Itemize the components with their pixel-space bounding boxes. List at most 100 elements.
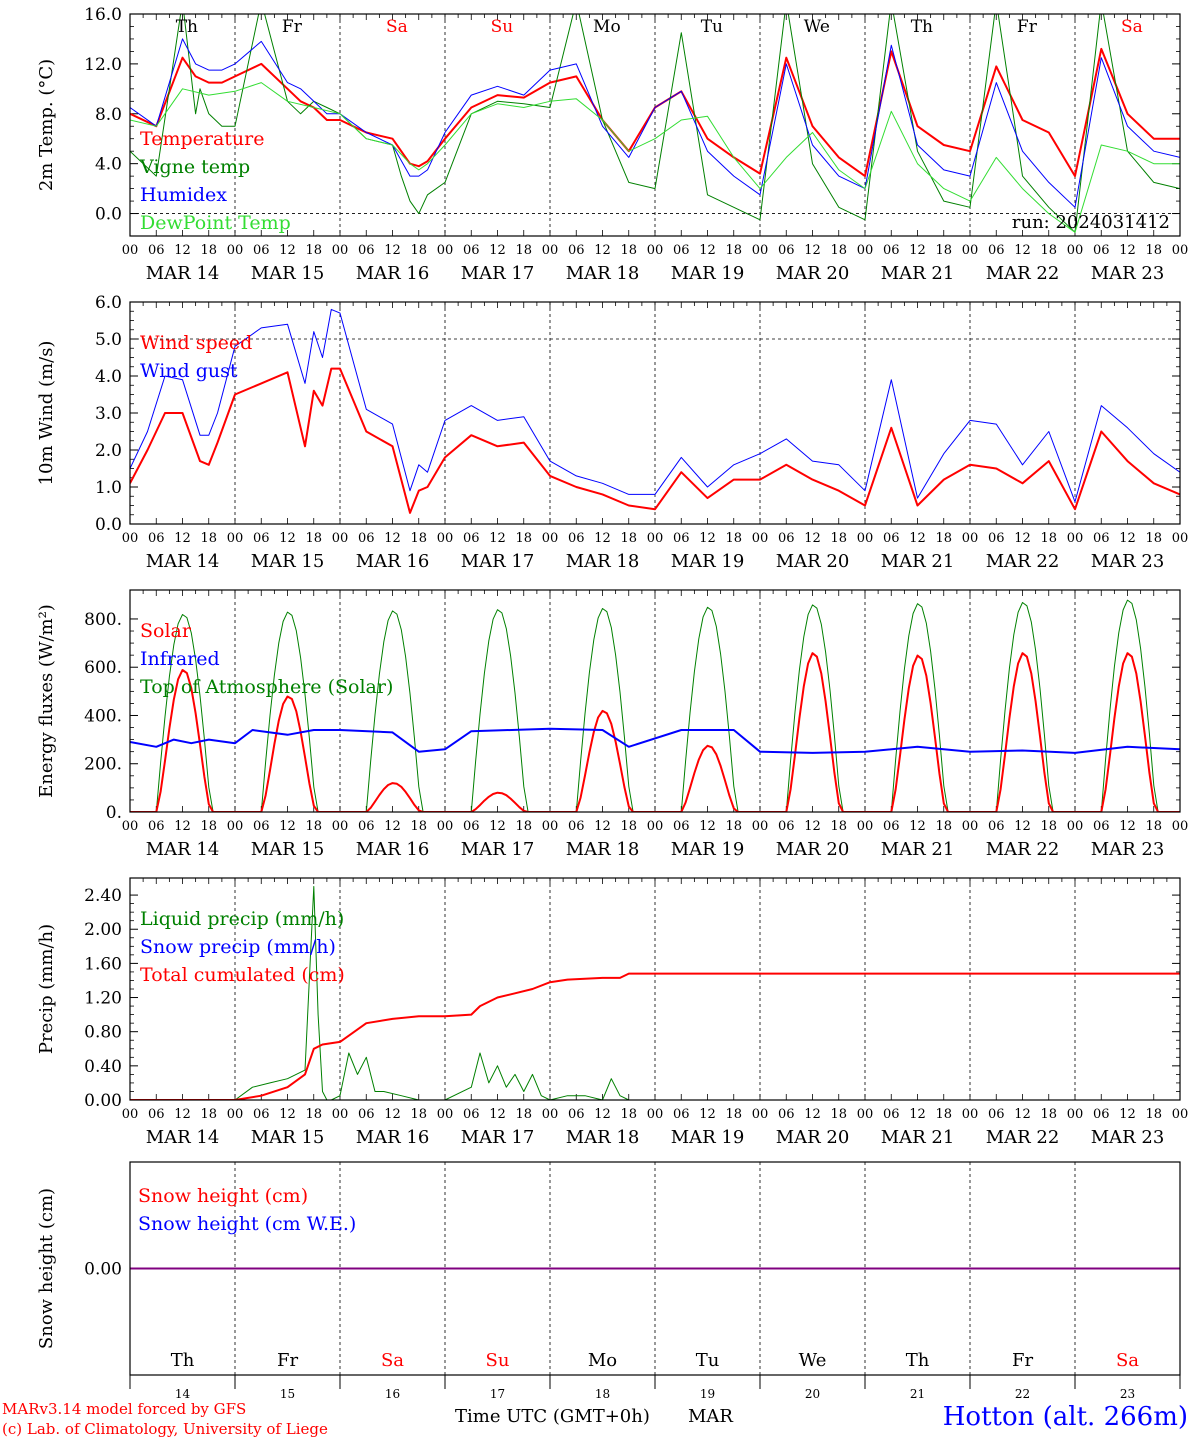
hour-tick-label: 18 [200,243,217,258]
hour-tick-label: 06 [463,531,480,546]
y-tick-label: 6.0 [95,293,122,313]
hour-tick-label: 06 [568,243,585,258]
hour-tick-label: 06 [673,819,690,834]
legend-entry: Top of Atmosphere (Solar) [140,676,393,698]
y-tick-label: 0.0 [95,515,122,535]
legend-entry: Liquid precip (mm/h) [140,908,344,930]
hour-tick-label: 12 [804,531,821,546]
date-label: MAR 16 [356,551,430,572]
day-name-label: Sa [1121,17,1143,37]
day-name-label: Mo [588,1350,617,1371]
legend-entry: Humidex [140,184,227,206]
data-layer [130,886,1180,1100]
hour-tick-label: 18 [830,243,847,258]
y-axis-label: 10m Wind (m/s) [36,341,57,486]
hour-tick-label: 06 [778,243,795,258]
run-label: run: 2024031412 [1012,212,1170,233]
credit-line-1: MARv3.14 model forced by GFS [2,1400,247,1418]
date-label: MAR 20 [776,839,850,860]
hour-tick-label: 12 [594,1107,611,1122]
plot-frame [129,13,1181,237]
y-tick-label: 200. [84,755,122,775]
hour-tick-label: 12 [384,531,401,546]
y-tick-label: 400. [84,706,122,726]
hour-tick-label: 12 [1014,1107,1031,1122]
day-name-label: Sa [386,17,408,37]
hour-tick-label: 06 [253,1107,270,1122]
day-name-label: Th [911,17,933,37]
hour-tick-label: 12 [174,1107,191,1122]
hour-tick-label: 18 [1040,531,1057,546]
series-line [130,47,1180,178]
date-label: MAR 17 [461,263,535,284]
day-number-label: 19 [700,1387,715,1401]
date-label: MAR 18 [566,551,640,572]
hour-tick-label: 00 [1067,819,1084,834]
day-number-label: 16 [385,1387,400,1401]
date-label: MAR 19 [671,263,745,284]
data-layer [130,308,1180,514]
date-label: MAR 14 [146,263,220,284]
hour-tick-label: 12 [804,819,821,834]
hour-tick-label: 00 [647,243,664,258]
y-axis-label: Snow height (cm) [36,1188,57,1349]
y-tick-label: 2.00 [84,920,122,940]
panel-energy: 00 06 12 18 MAR 14 00 06 12 18 MAR 15 00 06 12 18 MAR … [36,589,1188,860]
plot-frame [129,1161,1181,1376]
hour-tick-label: 12 [909,819,926,834]
day-name-label: Sa [381,1350,404,1371]
hour-tick-label: 18 [725,243,742,258]
legend-entry: Wind gust [140,360,238,382]
hour-tick-label: 06 [883,531,900,546]
date-label: MAR 15 [251,551,325,572]
panel-wind: 00 06 12 18 MAR 14 00 06 12 18 MAR 15 00 06 12 18 MAR … [36,293,1188,572]
legend-entry: Snow height (cm W.E.) [138,1213,356,1235]
hour-tick-label: 12 [594,819,611,834]
series-line [130,82,1180,233]
y-tick-label: 2.40 [84,886,122,906]
hour-tick-label: 12 [699,243,716,258]
y-tick-label: 0.40 [84,1057,122,1077]
day-number-label: 17 [490,1387,505,1401]
hour-tick-label: 00 [752,531,769,546]
date-label: MAR 16 [356,1127,430,1148]
hour-tick-label: 06 [778,1107,795,1122]
hour-tick-label: 12 [909,1107,926,1122]
hour-tick-label: 12 [1014,243,1031,258]
hour-tick-label: 06 [1093,1107,1110,1122]
hour-tick-label: 00 [542,531,559,546]
series-line [130,308,1180,503]
hour-tick-label: 18 [305,819,322,834]
hour-tick-label: 18 [830,1107,847,1122]
y-axis-label: 2m Temp. (°C) [36,59,57,191]
hour-tick-label: 00 [962,531,979,546]
hour-tick-label: 12 [384,1107,401,1122]
legend-entry: Temperature [140,128,264,150]
y-tick-label: 0.0 [95,205,122,225]
legend-entry: Vigne temp [139,156,250,178]
date-label: MAR 20 [776,551,850,572]
hour-tick-label: 18 [200,1107,217,1122]
location-label: Hotton (alt. 266m) [942,1402,1188,1432]
day-number-label: 22 [1015,1387,1030,1401]
hour-tick-label: 12 [1014,531,1031,546]
hour-tick-label: 06 [778,819,795,834]
hour-tick-label: 00 [332,531,349,546]
hour-tick-label: 18 [200,531,217,546]
hour-tick-label: 06 [358,819,375,834]
date-label: MAR 15 [251,263,325,284]
hour-tick-label: 12 [699,819,716,834]
legend-entry: DewPoint Temp [140,212,291,234]
hour-tick-label: 06 [463,243,480,258]
hour-tick-label: 00 [332,819,349,834]
hour-tick-label: 00 [332,1107,349,1122]
hour-tick-label: 06 [988,819,1005,834]
hour-tick-label: 00 [647,1107,664,1122]
hour-tick-label: 18 [725,1107,742,1122]
hour-tick-label: 00 [647,819,664,834]
hour-tick-label: 06 [673,1107,690,1122]
hour-tick-label: 06 [568,531,585,546]
date-label: MAR 22 [986,1127,1060,1148]
y-tick-label: 0.80 [84,1023,122,1043]
